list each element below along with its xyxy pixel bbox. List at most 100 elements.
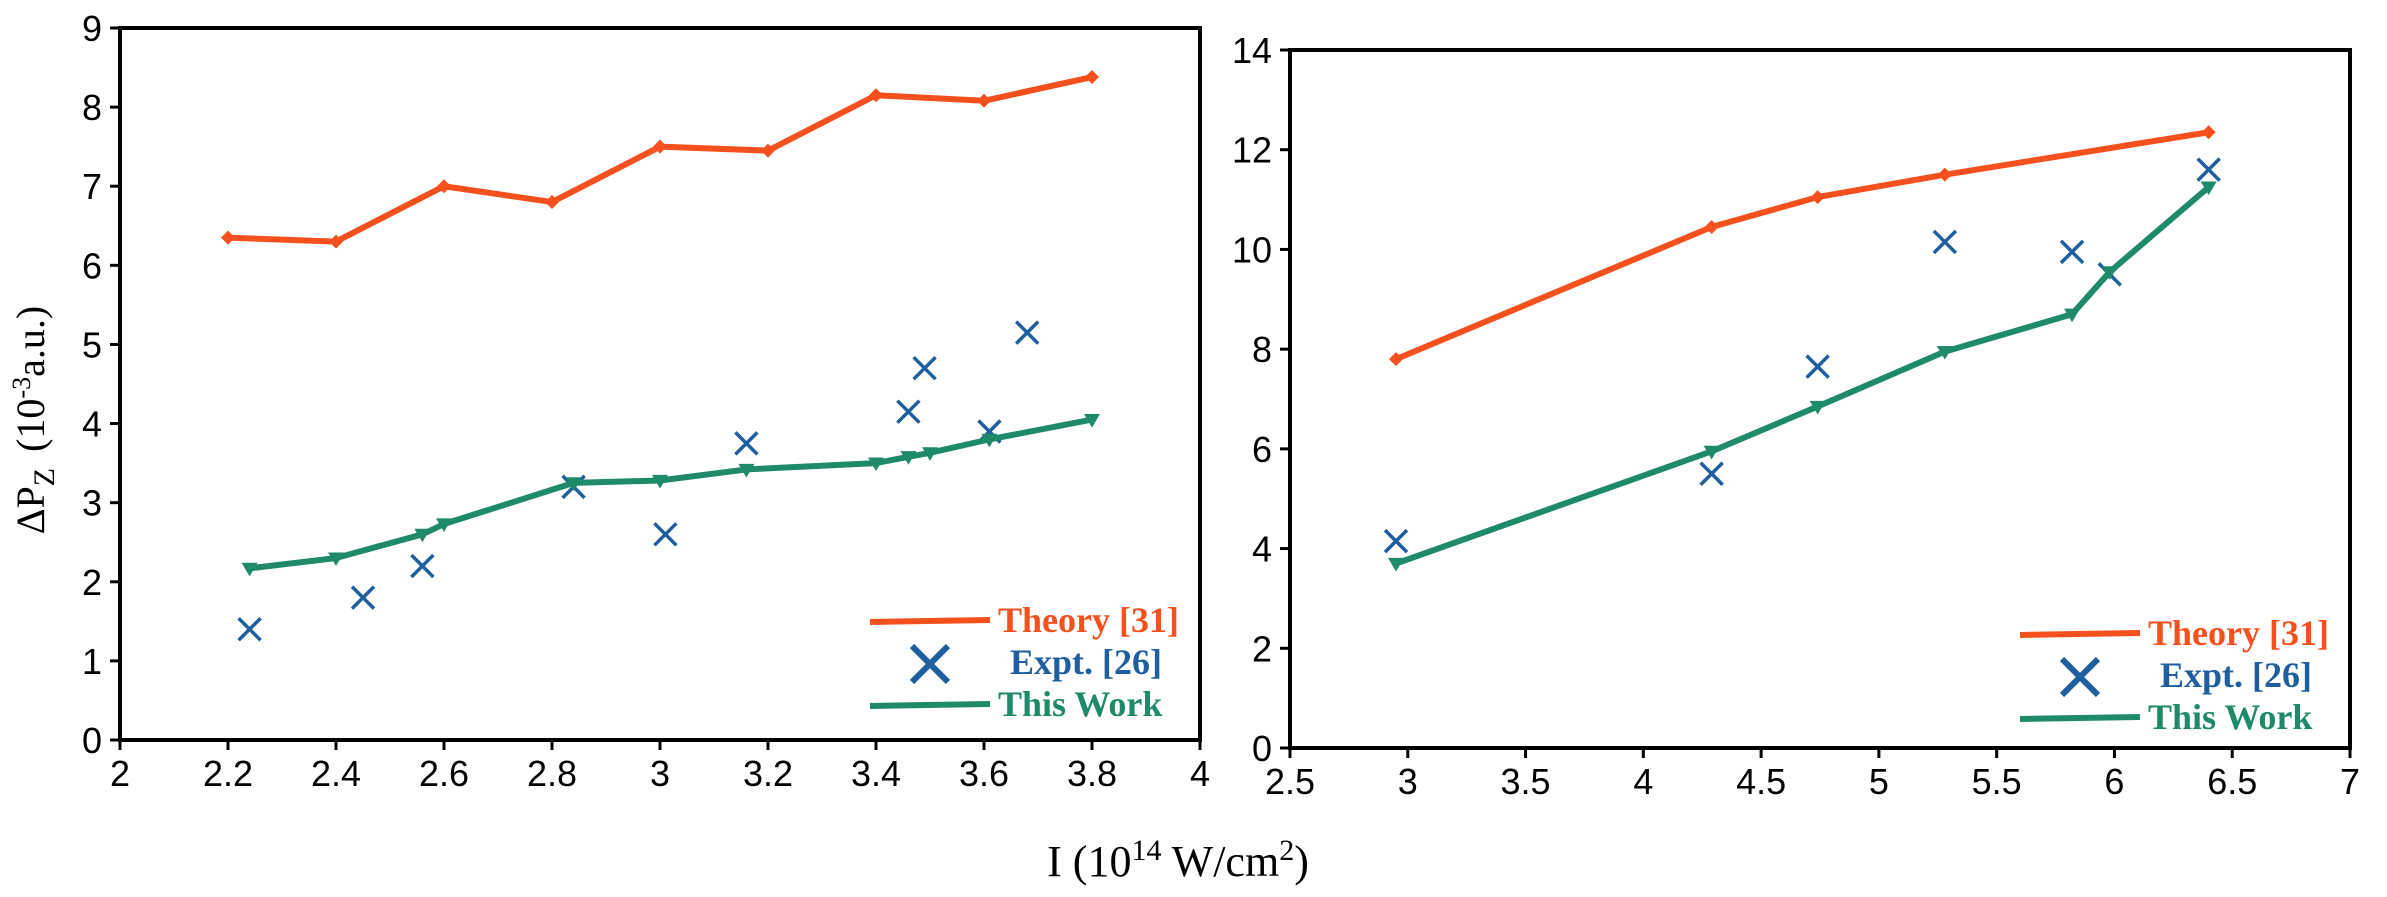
legend-label: Expt. [26] [2160, 655, 2312, 695]
data-point-triangle [868, 457, 884, 472]
x-tick-label: 3 [650, 753, 670, 794]
data-point-diamond [869, 88, 883, 103]
legend-label: Expt. [26] [1010, 642, 1162, 682]
data-point-cross [2059, 239, 2085, 265]
data-point-diamond [1085, 70, 1099, 85]
data-point-cross [1699, 461, 1724, 487]
x-tick-label: 3.6 [959, 753, 1009, 794]
y-tick-label: 8 [82, 87, 102, 128]
legend-symbol-line [2019, 714, 2141, 722]
x-tick-label: 2.5 [1265, 761, 1315, 802]
series-cross [1383, 157, 2221, 554]
data-point-cross [1932, 229, 1958, 255]
y-tick-label: 6 [1252, 429, 1272, 470]
x-tick-label: 3.5 [1501, 761, 1551, 802]
data-point-triangle [1388, 557, 1404, 572]
data-point-triangle [436, 518, 452, 533]
x-tick-label: 6.5 [2207, 761, 2257, 802]
data-point-diamond [653, 139, 667, 154]
data-point-triangle [900, 451, 917, 465]
x-tick-label: 2.2 [203, 753, 253, 794]
right-chart-panel: 2.5 3 3.5 4 4.5 5 5.5 6 6.5 7 0 2 4 6 8 10 12 14 Theory [3… [1232, 30, 2360, 802]
x-tick-label: 5.5 [1972, 761, 2022, 802]
legend-entry: Expt. [26] [2059, 655, 2312, 698]
data-point-cross [237, 617, 262, 642]
legend-entry: This Work [2019, 697, 2312, 737]
data-point-triangle [1936, 346, 1953, 360]
legend-symbol-cross [909, 643, 951, 685]
legend-label: Theory [31] [998, 600, 1179, 640]
y-tick-label: 4 [1252, 529, 1272, 570]
series-line [249, 416, 1093, 572]
data-point-triangle [414, 528, 431, 543]
series-line-triangle [1388, 181, 2217, 572]
x-tick-label: 4 [1633, 761, 1653, 802]
y-tick-label: 14 [1232, 30, 1272, 71]
y-tick-label: 3 [82, 483, 102, 524]
y-tick-label: 4 [82, 404, 102, 445]
y-axis-label: ΔPZ(10-3a.u.) [7, 306, 61, 534]
y-tick-label: 8 [1252, 329, 1272, 370]
y-tick-label: 2 [1252, 628, 1272, 669]
series-line [1394, 184, 2211, 567]
legend-symbol-line [2019, 630, 2141, 638]
data-point-cross [410, 553, 435, 579]
legend-label: Theory [31] [2148, 613, 2329, 653]
data-point-triangle [1084, 414, 1100, 428]
data-point-triangle [738, 463, 755, 478]
series-line-diamond [1389, 125, 2216, 367]
data-point-triangle [241, 562, 258, 577]
data-point-diamond [1704, 219, 1719, 234]
data-point-diamond [2201, 125, 2216, 140]
x-tick-label: 6 [2104, 761, 2124, 802]
series-line [227, 74, 1093, 245]
y-tick-label: 12 [1232, 130, 1272, 171]
data-point-diamond [1389, 352, 1403, 367]
data-point-cross [1805, 354, 1830, 379]
data-point-cross [2196, 157, 2221, 182]
x-tick-label: 4.5 [1736, 761, 1786, 802]
y-tick-label: 2 [82, 562, 102, 603]
data-point-triangle [922, 447, 938, 461]
data-point-cross [1383, 528, 1409, 554]
x-tick-label: 3 [1398, 761, 1418, 802]
y-tick-label: 7 [82, 166, 102, 207]
legend-entry: Theory [31] [2019, 613, 2329, 653]
x-tick-label: 3.2 [743, 753, 793, 794]
data-point-diamond [437, 179, 451, 194]
x-tick-label: 7 [2340, 761, 2360, 802]
data-point-diamond [1810, 190, 1825, 205]
x-tick-label: 3.4 [851, 753, 901, 794]
series-line-triangle [241, 414, 1100, 577]
legend-label: This Work [998, 684, 1162, 724]
y-tick-label: 10 [1232, 229, 1272, 270]
legend-symbol-line [869, 617, 991, 625]
legend-symbol-line [869, 701, 991, 709]
data-point-triangle [1809, 400, 1826, 415]
data-point-cross [653, 522, 678, 547]
x-tick-label: 2.8 [527, 753, 577, 794]
plot-frame [1288, 48, 2352, 750]
data-point-diamond [329, 234, 343, 249]
y-tick-label: 9 [82, 8, 102, 49]
data-point-triangle [981, 433, 998, 448]
series-line [1394, 129, 2210, 362]
y-tick-label: 1 [82, 641, 102, 682]
x-tick-label: 2.6 [419, 753, 469, 794]
x-tick-label: 4 [1190, 753, 1210, 794]
data-point-triangle [2200, 181, 2217, 196]
x-tick-label: 2.4 [311, 753, 361, 794]
data-point-diamond [545, 195, 559, 210]
data-point-triangle [1703, 445, 1720, 460]
data-point-cross [1014, 320, 1040, 345]
x-tick-label: 2 [110, 753, 130, 794]
data-point-cross [912, 355, 937, 381]
y-tick-label: 0 [1252, 728, 1272, 769]
data-point-diamond [977, 93, 991, 108]
y-tick-label: 6 [82, 245, 102, 286]
data-point-triangle [2064, 308, 2081, 323]
legend-label: This Work [2148, 697, 2312, 737]
data-point-triangle [2101, 266, 2118, 280]
legend-entry: This Work [869, 684, 1162, 724]
